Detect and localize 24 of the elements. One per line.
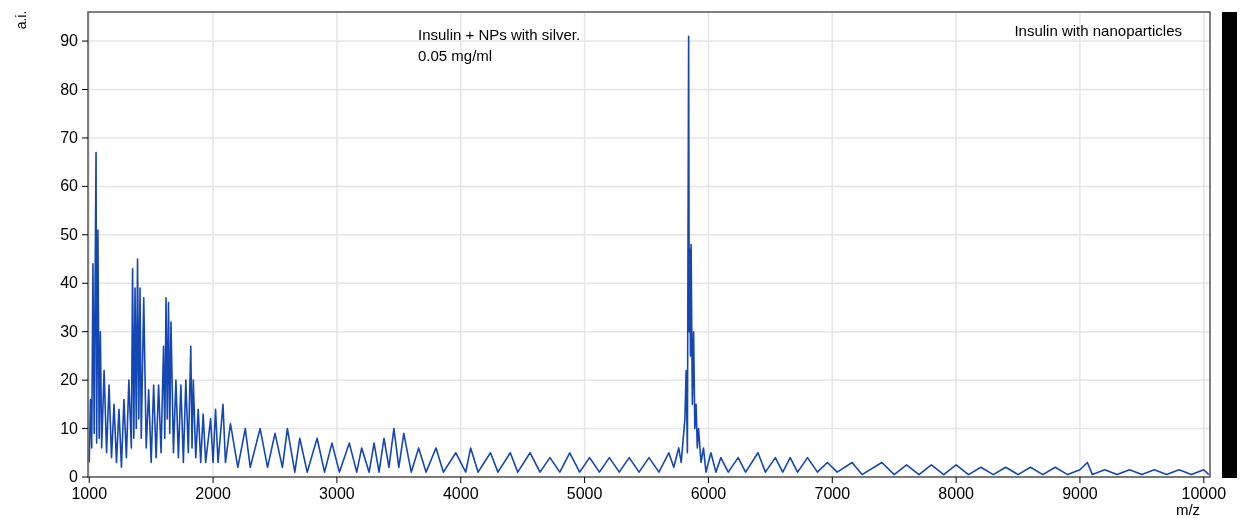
x-tick-label: 10000 [1181, 485, 1227, 502]
x-tick-label: 6000 [690, 485, 727, 502]
y-tick-label: 30 [60, 322, 79, 340]
y-tick-label: 10 [60, 419, 79, 437]
y-tick-label: 60 [60, 177, 79, 195]
y-axis-title: a.i. [13, 10, 29, 30]
y-tick-label: 90 [60, 32, 79, 50]
x-tick-label: 3000 [319, 485, 355, 502]
y-tick-label: 50 [60, 225, 79, 243]
y-tick-label: 70 [60, 128, 79, 146]
annotation: Insulin + NPs with silver. 0.05 mg/ml [418, 26, 581, 64]
annotation: Insulin with nanoparticles [1014, 22, 1182, 39]
x-tick-label: 8000 [938, 485, 975, 502]
x-tick-label: 9000 [1062, 485, 1098, 502]
y-tick-label: 40 [60, 274, 79, 292]
x-tick-label: 4000 [442, 485, 479, 502]
y-tick-label: 0 [69, 468, 79, 485]
x-tick-label: 1000 [71, 485, 108, 502]
x-tick-label: 5000 [566, 485, 603, 502]
x-tick-label: 2000 [195, 485, 231, 502]
y-tick-label: 80 [60, 80, 79, 98]
x-tick-label: 7000 [814, 485, 851, 502]
y-tick-label: 20 [60, 371, 79, 389]
x-axis-title: m/z [1175, 501, 1201, 518]
